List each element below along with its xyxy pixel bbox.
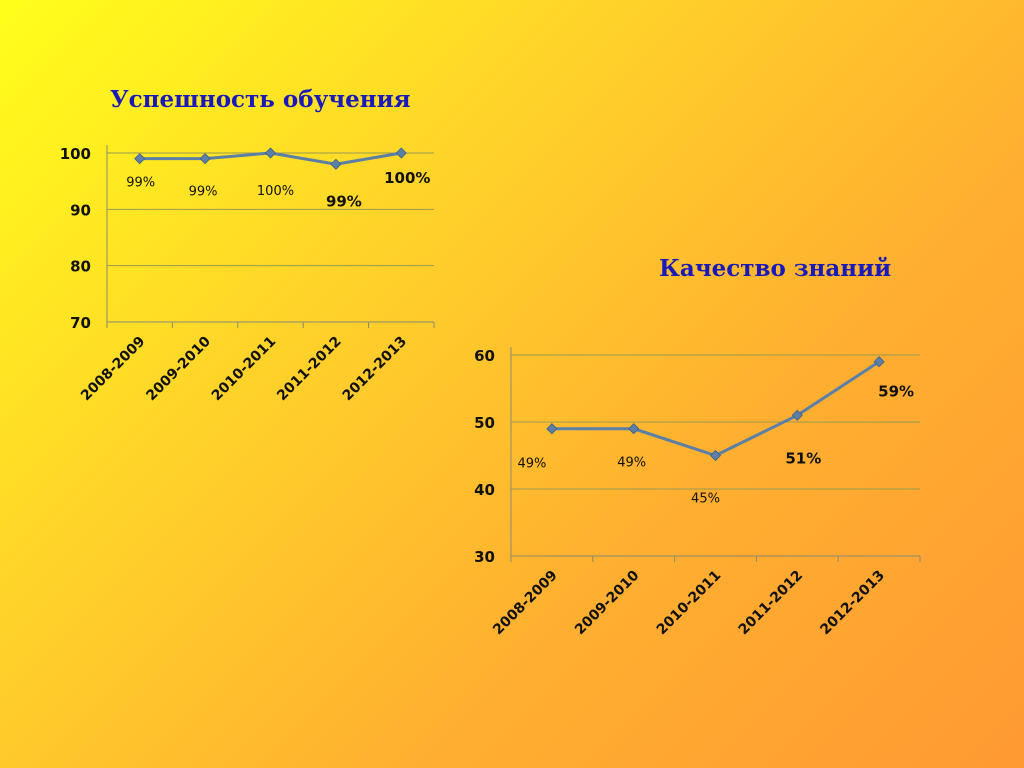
data-label: 49% — [517, 457, 546, 472]
data-point — [395, 147, 407, 159]
series-line — [551, 360, 880, 458]
data-label: 51% — [785, 449, 821, 467]
y-tick-label: 30 — [474, 548, 495, 566]
y-tick-label: 90 — [70, 201, 91, 219]
data-point — [199, 153, 211, 165]
y-tick-label: 80 — [70, 258, 91, 276]
chart-title-quality: Качество знаний — [659, 255, 892, 282]
y-tick-label: 70 — [70, 314, 91, 332]
data-label: 49% — [617, 456, 646, 471]
data-label: 45% — [691, 492, 720, 507]
data-point — [791, 409, 803, 421]
data-label: 99% — [126, 176, 155, 191]
x-tick-label: 2008-2009 — [490, 568, 561, 639]
x-tick-label: 2010-2011 — [654, 568, 725, 639]
data-point — [709, 449, 722, 462]
data-point — [546, 423, 558, 435]
data-label: 100% — [257, 184, 294, 199]
y-tick-label: 50 — [474, 414, 495, 432]
data-point — [628, 423, 640, 435]
data-label: 99% — [189, 185, 218, 200]
data-point — [873, 356, 885, 368]
y-tick-label: 40 — [474, 481, 495, 499]
data-label: 100% — [384, 169, 430, 187]
y-tick-label: 100 — [60, 145, 91, 163]
y-tick-label: 60 — [474, 347, 495, 365]
data-point — [264, 147, 277, 159]
chart-title-success: Успешность обучения — [110, 86, 411, 113]
data-point — [330, 158, 342, 170]
x-tick-label: 2009-2010 — [572, 567, 643, 638]
data-label: 59% — [878, 383, 914, 401]
data-label: 99% — [326, 192, 362, 210]
data-point — [134, 153, 146, 165]
x-tick-label: 2011-2012 — [736, 568, 807, 639]
x-tick-label: 2012-2013 — [817, 568, 888, 639]
